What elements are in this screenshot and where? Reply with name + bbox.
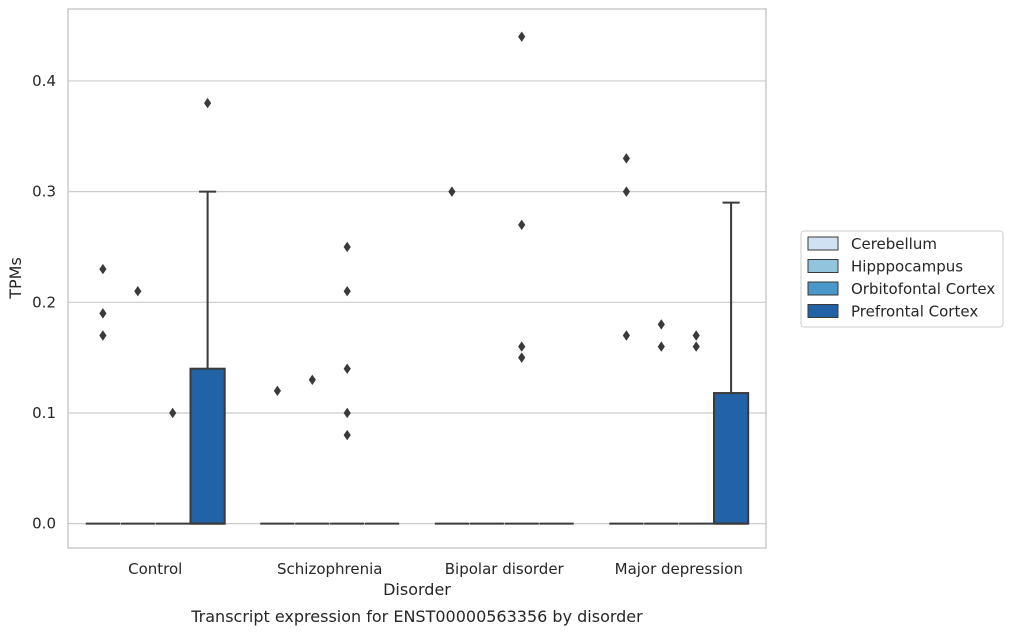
chart-caption: Transcript expression for ENST0000056335… <box>190 607 643 626</box>
outlier-point <box>343 363 351 374</box>
outlier-point <box>204 97 212 109</box>
outlier-point <box>308 374 316 385</box>
y-axis-title: TPMs <box>6 257 25 300</box>
box <box>712 392 750 525</box>
outlier-point <box>343 407 351 419</box>
outlier-point <box>622 153 630 164</box>
y-axis: 0.0 0.1 0.2 0.3 0.4 <box>32 72 56 533</box>
y-tick-label: 0.3 <box>32 183 56 201</box>
box-layer <box>85 190 750 525</box>
outlier-point <box>692 330 700 341</box>
y-tick-label: 0.2 <box>32 293 56 311</box>
box <box>189 367 226 525</box>
legend-swatch <box>807 281 839 296</box>
plot-frame <box>67 8 767 549</box>
legend-label: Hipppocampus <box>851 258 963 276</box>
x-tick-label: Schizophrenia <box>277 560 382 578</box>
legend-label: Prefrontal Cortex <box>851 303 978 321</box>
outlier-point <box>273 385 281 397</box>
outlier-point <box>518 352 526 363</box>
outlier-layer <box>99 31 700 441</box>
outlier-point <box>99 308 107 319</box>
outlier-point <box>657 319 665 330</box>
x-tick-label: Major depression <box>615 560 743 578</box>
legend-frame <box>800 230 1004 328</box>
outlier-point <box>99 263 107 275</box>
y-tick-label: 0.1 <box>32 404 56 422</box>
outlier-point <box>518 341 526 352</box>
legend-swatch <box>807 304 839 318</box>
legend-swatch <box>807 259 839 273</box>
legend: Cerebellum Hipppocampus Orbitofontal Corte… <box>800 230 1004 328</box>
outlier-point <box>518 219 526 231</box>
outlier-point <box>692 341 700 352</box>
outlier-point <box>448 186 456 197</box>
x-tick-label: Bipolar disorder <box>445 560 565 578</box>
outlier-point <box>343 286 351 297</box>
outlier-point <box>99 330 107 341</box>
outlier-point <box>657 341 665 352</box>
x-axis-title: Disorder <box>383 580 451 599</box>
legend-label: Cerebellum <box>851 235 937 253</box>
plot-background <box>68 9 766 548</box>
legend-label: Orbitofontal Cortex <box>851 280 995 298</box>
outlier-point <box>343 429 351 441</box>
x-axis: Control Schizophrenia Bipolar disorder Majo… <box>128 560 743 578</box>
y-tick-label: 0.0 <box>32 515 56 533</box>
outlier-point <box>622 330 630 341</box>
legend-swatch <box>807 236 839 251</box>
x-tick-label: Control <box>128 560 182 578</box>
y-tick-label: 0.4 <box>32 72 56 90</box>
outlier-point <box>134 286 142 297</box>
outlier-point <box>622 186 630 197</box>
outlier-point <box>518 31 526 42</box>
outlier-point <box>343 241 351 253</box>
outlier-point <box>169 407 177 419</box>
